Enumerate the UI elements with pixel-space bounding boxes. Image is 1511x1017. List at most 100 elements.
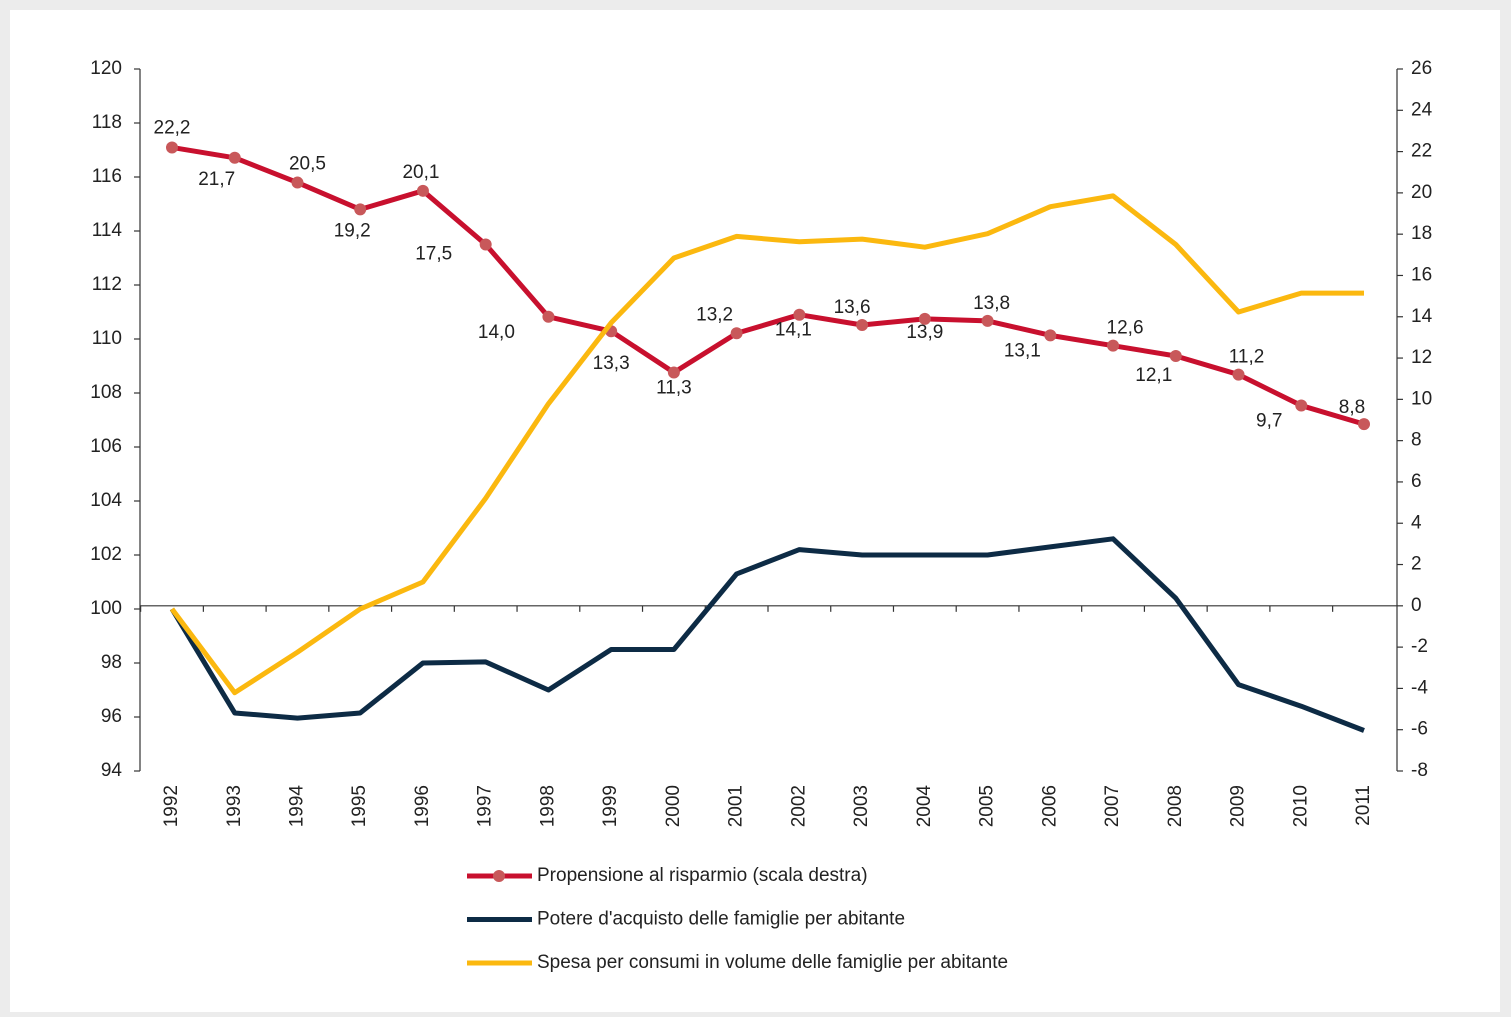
y-tick-label: 110 [92,328,122,349]
marker [291,176,304,189]
data-label: 13,6 [834,297,871,318]
y-tick-label: 94 [101,760,123,781]
marker [228,151,241,164]
marker [730,327,743,340]
legend-label: Propensione al risparmio (scala destra) [537,865,868,886]
x-tick-label: 2004 [914,785,935,828]
x-tick-label: 1995 [349,785,370,827]
marker [1232,368,1245,381]
marker [1358,418,1370,431]
data-label: 13,9 [906,322,943,343]
series-line [169,536,1365,733]
y-tick-label: 104 [90,490,122,511]
x-tick-label: 2000 [663,785,684,827]
y2-tick-label: 8 [1411,430,1422,451]
x-tick-label: 1997 [475,785,496,827]
data-label: 9,7 [1256,411,1282,432]
marker [667,366,680,379]
y2-tick-label: 2 [1411,554,1422,575]
y2-tick-label: -8 [1411,760,1428,781]
y-tick-label: 106 [90,436,122,457]
x-tick-label: 2007 [1102,785,1123,827]
y2-tick-label: 26 [1411,58,1432,79]
data-label: 8,8 [1339,397,1365,418]
y2-tick-label: -6 [1411,719,1428,740]
y2-tick-label: -4 [1411,677,1428,698]
y-tick-label: 102 [90,544,122,565]
y2-tick-label: 16 [1411,264,1432,285]
x-tick-label: 2011 [1353,785,1374,826]
marker [416,184,429,197]
data-label: 21,7 [198,169,235,190]
marker [354,203,367,216]
data-label: 20,1 [402,162,439,183]
data-label: 11,2 [1229,347,1265,368]
data-label: 14,1 [775,320,812,341]
x-tick-label: 1994 [286,785,307,828]
y-tick-label: 108 [90,382,122,403]
marker [1044,329,1057,342]
y-tick-label: 112 [92,274,122,295]
x-tick-label: 2003 [851,785,872,827]
marker [1107,339,1120,352]
x-tick-label: 2010 [1290,785,1311,827]
series-line [169,193,1364,696]
legend-marker [493,870,505,882]
y2-tick-label: 24 [1411,99,1433,120]
y-tick-label: 118 [92,112,122,133]
y2-tick-label: 14 [1411,306,1433,327]
y2-tick-label: 18 [1411,223,1432,244]
marker [1295,399,1308,412]
x-tick-label: 1993 [224,785,245,827]
marker [542,310,555,323]
y-tick-label: 116 [92,166,122,187]
marker [856,319,869,332]
data-label: 13,2 [696,304,733,325]
data-label: 19,2 [334,220,371,241]
y2-tick-label: 6 [1411,471,1422,492]
y2-tick-label: 22 [1411,141,1432,162]
marker [166,141,178,154]
y-tick-label: 96 [101,706,122,727]
legend-label: Potere d'acquisto delle famiglie per abi… [537,909,905,930]
marker [918,312,931,325]
marker [479,238,492,251]
x-tick-label: 2002 [788,785,809,827]
data-label: 22,2 [154,117,191,138]
data-label: 12,6 [1107,318,1144,339]
x-tick-label: 1996 [412,785,433,827]
x-tick-label: 2009 [1228,785,1249,827]
data-label: 12,1 [1135,365,1172,386]
y-tick-label: 98 [101,652,122,673]
y2-tick-label: 12 [1411,347,1432,368]
data-label: 20,5 [289,154,326,175]
data-label: 14,0 [478,322,515,343]
x-tick-label: 1998 [537,785,558,827]
x-tick-label: 2005 [977,785,998,827]
marker [793,308,806,321]
legend-label: Spesa per consumi in volume delle famigl… [537,952,1008,973]
x-tick-label: 2006 [1039,785,1060,827]
y2-tick-label: -2 [1411,636,1428,657]
y2-tick-label: 0 [1411,595,1422,616]
data-label: 17,5 [415,244,452,265]
x-tick-label: 1999 [600,785,621,827]
data-label: 13,3 [593,353,630,374]
x-tick-label: 1992 [161,785,182,827]
y-tick-label: 114 [92,220,123,241]
y2-tick-label: 10 [1411,388,1432,409]
y-tick-label: 120 [90,58,122,79]
x-tick-label: 2008 [1165,785,1186,827]
y2-tick-label: 4 [1411,512,1422,533]
y2-tick-label: 20 [1411,182,1432,203]
marker [1169,349,1182,362]
panel [10,10,1500,1012]
data-label: 13,1 [1004,340,1041,361]
x-tick-label: 2001 [726,785,747,827]
series-line [171,144,1365,427]
data-label: 11,3 [656,378,692,399]
y-tick-label: 100 [90,598,122,619]
marker [981,314,994,327]
data-label: 13,8 [973,293,1010,314]
